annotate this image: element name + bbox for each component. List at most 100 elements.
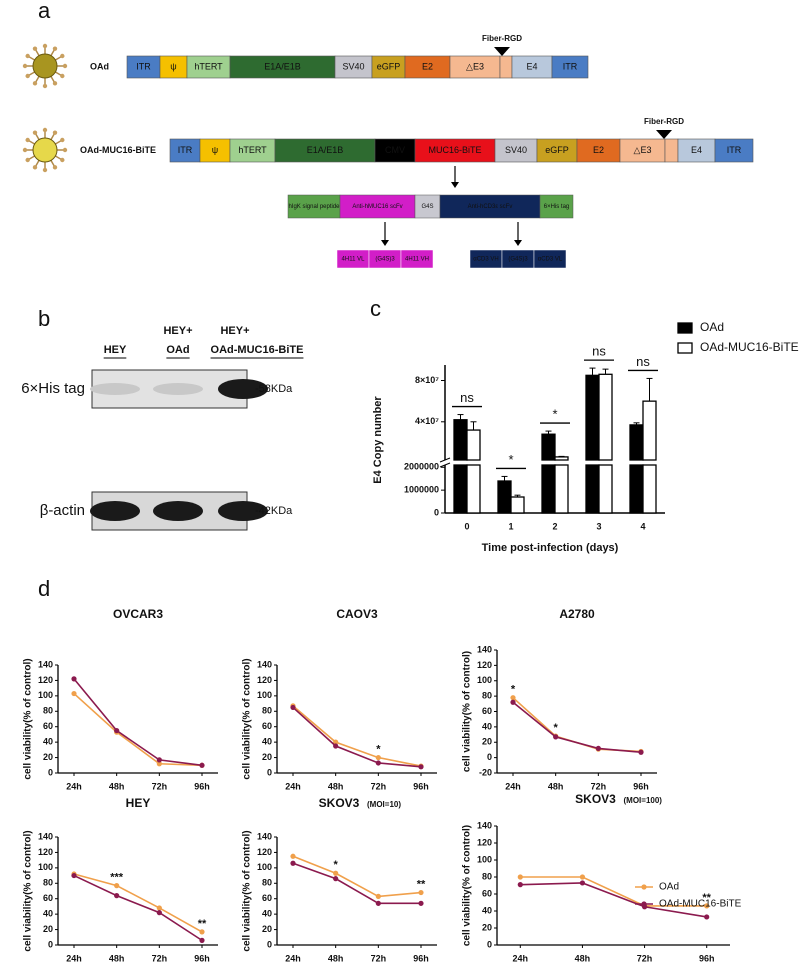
domain-segment bbox=[533, 249, 567, 269]
gene-label: △E3 bbox=[466, 61, 484, 71]
data-point bbox=[333, 739, 339, 745]
x-tick-label: 48h bbox=[109, 953, 125, 963]
y-tick-label: 120 bbox=[477, 837, 492, 847]
gene-label: eGFP bbox=[377, 61, 401, 71]
bar bbox=[554, 456, 569, 461]
y-tick-label: 120 bbox=[38, 847, 53, 857]
axis-break bbox=[439, 457, 451, 463]
virus-knob bbox=[52, 165, 58, 170]
series-line bbox=[520, 882, 707, 918]
y-tick-label: 40 bbox=[482, 721, 492, 731]
significance: *** bbox=[110, 872, 124, 884]
data-point bbox=[199, 937, 205, 943]
data-point bbox=[510, 695, 516, 701]
y-tick-label: 60 bbox=[262, 721, 272, 731]
bar bbox=[585, 464, 600, 514]
virus-knob bbox=[42, 127, 48, 133]
data-point bbox=[114, 883, 120, 889]
virus-knob bbox=[32, 46, 38, 51]
gene-label: ITR bbox=[563, 61, 578, 71]
bar bbox=[466, 429, 481, 461]
bar bbox=[629, 464, 644, 514]
data-point bbox=[595, 745, 601, 752]
arrow-head bbox=[381, 240, 389, 246]
y-tick-label: 8×10⁷ bbox=[415, 375, 439, 385]
legend-label: OAd-MUC16-BiTE bbox=[659, 899, 742, 910]
fiber-marker bbox=[656, 130, 672, 139]
virus-knob bbox=[52, 81, 58, 86]
bar bbox=[541, 464, 556, 514]
data-point bbox=[579, 874, 586, 880]
x-tick-label: 48h bbox=[328, 781, 344, 791]
y-tick-label: 140 bbox=[477, 820, 492, 830]
x-tick-label: 1 bbox=[508, 521, 513, 531]
bar bbox=[554, 464, 569, 514]
x-tick-label: 2 bbox=[552, 521, 557, 531]
y-tick-label: 80 bbox=[43, 878, 53, 888]
gene-label: E4 bbox=[526, 61, 537, 71]
x-tick-label: 24h bbox=[505, 781, 521, 791]
y-axis-title: E4 Copy number bbox=[372, 396, 384, 484]
x-tick-label: 96h bbox=[413, 781, 429, 791]
significance: * bbox=[554, 722, 559, 734]
domain-label: (G4S)3 bbox=[508, 257, 528, 263]
y-tick-label: 80 bbox=[262, 706, 272, 716]
significance: * bbox=[376, 743, 381, 755]
bite-label: hIgK signal peptide bbox=[288, 204, 340, 210]
y-tick-label: 80 bbox=[43, 706, 53, 716]
significance: * bbox=[511, 684, 516, 696]
data-point bbox=[71, 676, 77, 682]
data-point bbox=[199, 762, 205, 768]
data-point bbox=[199, 929, 205, 935]
construct-name: OAd bbox=[90, 61, 109, 71]
gene-label: ψ bbox=[212, 145, 218, 155]
data-point bbox=[71, 872, 77, 879]
y-tick-label: 0 bbox=[487, 939, 492, 949]
y-tick-label: 20 bbox=[262, 752, 272, 762]
chart-subtitle: (MOI=10) bbox=[367, 800, 401, 809]
y-tick-label: 20 bbox=[43, 752, 53, 762]
blot-size: -58KDa bbox=[255, 383, 293, 395]
gene-label: E2 bbox=[593, 145, 604, 155]
x-tick-label: 48h bbox=[109, 781, 125, 791]
x-tick-label: 96h bbox=[699, 953, 715, 963]
domain-label: αCD3 VH bbox=[473, 257, 498, 263]
panel-label: c bbox=[370, 296, 381, 321]
virus-capsid bbox=[32, 53, 58, 79]
chart-title: SKOV3 bbox=[575, 792, 616, 806]
data-point bbox=[333, 870, 339, 876]
y-tick-label: 0 bbox=[48, 767, 53, 777]
blot-band bbox=[153, 501, 203, 521]
x-tick-label: 72h bbox=[371, 953, 387, 963]
chart-title: OVCAR3 bbox=[113, 607, 163, 621]
significance: * bbox=[552, 407, 557, 422]
virus-knob bbox=[22, 147, 28, 153]
data-point bbox=[114, 727, 120, 734]
bar bbox=[453, 464, 468, 514]
y-tick-label: 120 bbox=[257, 675, 272, 685]
x-tick-label: 24h bbox=[285, 953, 301, 963]
y-tick-label: 140 bbox=[38, 831, 53, 841]
blot-band bbox=[90, 501, 140, 521]
x-tick-label: 72h bbox=[152, 781, 168, 791]
blot-band bbox=[153, 383, 203, 395]
data-point bbox=[375, 900, 381, 906]
data-point bbox=[418, 889, 424, 896]
y-tick-label: 80 bbox=[482, 871, 492, 881]
gene-segment bbox=[664, 138, 679, 163]
y-tick-label: 40 bbox=[262, 909, 272, 919]
y-tick-label: 0 bbox=[434, 507, 439, 517]
fiber-label: Fiber-RGD bbox=[482, 34, 522, 43]
y-tick-label: 80 bbox=[482, 691, 492, 701]
construct-name: OAd-MUC16-BiTE bbox=[80, 145, 156, 155]
chart-title: HEY bbox=[126, 796, 151, 810]
series-line bbox=[292, 706, 422, 768]
y-tick-label: 140 bbox=[257, 659, 272, 669]
virus-knob bbox=[42, 167, 48, 173]
axis-break bbox=[439, 462, 451, 468]
gene-label: ITR bbox=[727, 145, 742, 155]
virus-knob bbox=[25, 137, 30, 143]
legend-marker bbox=[641, 901, 647, 907]
y-tick-label: 100 bbox=[38, 862, 53, 872]
